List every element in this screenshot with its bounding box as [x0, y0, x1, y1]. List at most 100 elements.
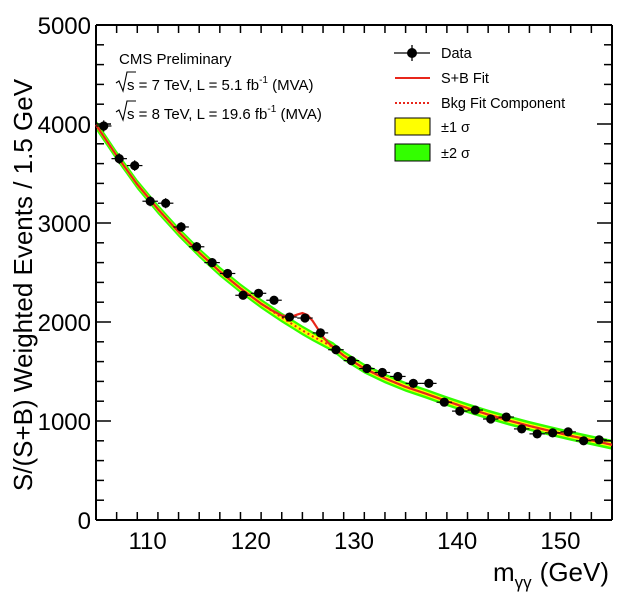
info-line-2-post: (MVA)	[276, 106, 322, 123]
data-point-marker	[594, 435, 604, 445]
data-point	[575, 436, 592, 446]
data-point	[219, 268, 236, 279]
data-point	[96, 120, 112, 132]
data-point-marker	[393, 371, 403, 382]
data-point-marker	[455, 406, 465, 416]
axes	[95, 24, 613, 521]
data-points	[96, 120, 607, 446]
band-2sigma	[96, 120, 612, 450]
legend-label-1sigma: ±1 σ	[441, 120, 470, 136]
data-point-marker	[284, 312, 295, 322]
data-point-marker	[315, 328, 326, 338]
data-point-marker	[300, 313, 310, 323]
data-point	[204, 258, 220, 268]
x-tick-label: 110	[128, 528, 166, 555]
data-point	[126, 160, 143, 171]
y-tick-label: 3000	[38, 211, 91, 238]
y-tick-label: 2000	[38, 310, 91, 337]
x-tick-label: 130	[334, 528, 374, 555]
data-point	[591, 435, 607, 445]
svg-text:s = 7 TeV, L = 5.1 fb-1 (MVA): s = 7 TeV, L = 5.1 fb-1 (MVA)	[127, 75, 314, 94]
data-point	[235, 290, 251, 300]
sqrt-symbol-2	[115, 100, 136, 122]
data-point	[405, 378, 422, 388]
data-point	[359, 363, 375, 374]
ticks	[95, 24, 613, 521]
data-point	[111, 153, 127, 165]
info-title: CMS Preliminary	[119, 51, 232, 68]
data-point-marker	[222, 268, 233, 279]
data-point-marker	[486, 414, 496, 424]
info-line-1: s = 7 TeV, L = 5.1 fb-1 (MVA)	[115, 71, 314, 94]
data-point-marker	[532, 429, 542, 439]
x-axis-title-sub: γγ	[515, 573, 533, 592]
sb-fit-curve	[95, 124, 613, 446]
y-axis-title: S/(S+B) Weighted Events / 1.5 GeV	[8, 78, 38, 491]
data-point	[483, 414, 499, 424]
x-axis-title: mγγ (GeV)	[493, 557, 609, 592]
legend: Data S+B Fit Bkg Fit Component ±1 σ ±2 σ	[394, 45, 565, 162]
legend-label-sb-fit: S+B Fit	[441, 71, 489, 87]
y-tick-label: 1000	[38, 409, 91, 436]
info-line-1-sup: -1	[259, 75, 268, 86]
data-point	[421, 378, 437, 388]
x-axis-title-main: m	[493, 557, 515, 587]
data-point-marker	[377, 367, 387, 378]
legend-1sigma-swatch	[394, 117, 431, 136]
data-point	[157, 198, 174, 209]
data-point-marker	[130, 160, 140, 171]
info-line-2: s = 8 TeV, L = 19.6 fb-1 (MVA)	[115, 100, 322, 123]
data-point-marker	[346, 356, 357, 366]
svg-text:s = 8 TeV, L = 19.6 fb-1 (MVA): s = 8 TeV, L = 19.6 fb-1 (MVA)	[127, 104, 322, 123]
data-point	[467, 405, 483, 415]
data-point	[173, 222, 189, 232]
x-axis-title-unit: (GeV)	[540, 557, 609, 587]
data-point-marker	[517, 424, 527, 434]
data-point	[436, 397, 453, 407]
data-point	[498, 412, 514, 422]
data-point-marker	[362, 363, 372, 374]
x-tick-label: 140	[437, 528, 477, 555]
uncertainty-bands	[96, 120, 612, 450]
fit-curves	[95, 124, 613, 446]
legend-label-bkg-fit: Bkg Fit Component	[441, 96, 565, 112]
data-point	[544, 428, 561, 438]
legend-item-bkg-fit: Bkg Fit Component	[395, 96, 565, 112]
data-point-marker	[253, 288, 264, 298]
legend-2sigma-swatch	[394, 143, 431, 162]
data-point	[529, 429, 545, 439]
data-point-marker	[424, 378, 434, 388]
data-point	[281, 312, 298, 322]
data-point-marker	[470, 405, 480, 415]
data-point-marker	[579, 436, 589, 446]
sqrt-symbol-1	[115, 71, 136, 93]
data-point	[452, 406, 468, 416]
data-point	[250, 288, 267, 298]
data-point-marker	[331, 345, 341, 355]
data-point-marker	[269, 295, 279, 305]
data-point-marker	[563, 427, 573, 437]
info-box: CMS Preliminary s = 7 TeV, L = 5.1 fb-1 …	[115, 51, 322, 123]
data-point	[266, 295, 282, 305]
info-line-1-post: (MVA)	[268, 77, 314, 94]
band-1sigma	[96, 122, 612, 448]
data-point	[328, 345, 344, 355]
data-point-marker	[548, 428, 558, 438]
data-point	[374, 367, 391, 378]
data-point-marker	[145, 196, 155, 206]
legend-item-2sigma: ±2 σ	[394, 143, 470, 162]
legend-data-marker	[407, 48, 417, 58]
legend-label-data: Data	[441, 46, 473, 62]
y-tick-label: 0	[78, 508, 91, 535]
data-point	[343, 356, 360, 366]
legend-label-2sigma: ±2 σ	[441, 146, 470, 162]
data-point-marker	[501, 412, 511, 422]
tick-labels: 110 120 130 140 150 0 1000 2000 3000 4000 5000	[38, 13, 581, 555]
info-line-2-sup: -1	[267, 104, 276, 115]
y-tick-label: 4000	[38, 112, 91, 139]
x-tick-label: 120	[231, 528, 271, 555]
data-point-marker	[238, 290, 248, 300]
data-point	[188, 242, 205, 252]
data-point-marker	[114, 154, 124, 164]
